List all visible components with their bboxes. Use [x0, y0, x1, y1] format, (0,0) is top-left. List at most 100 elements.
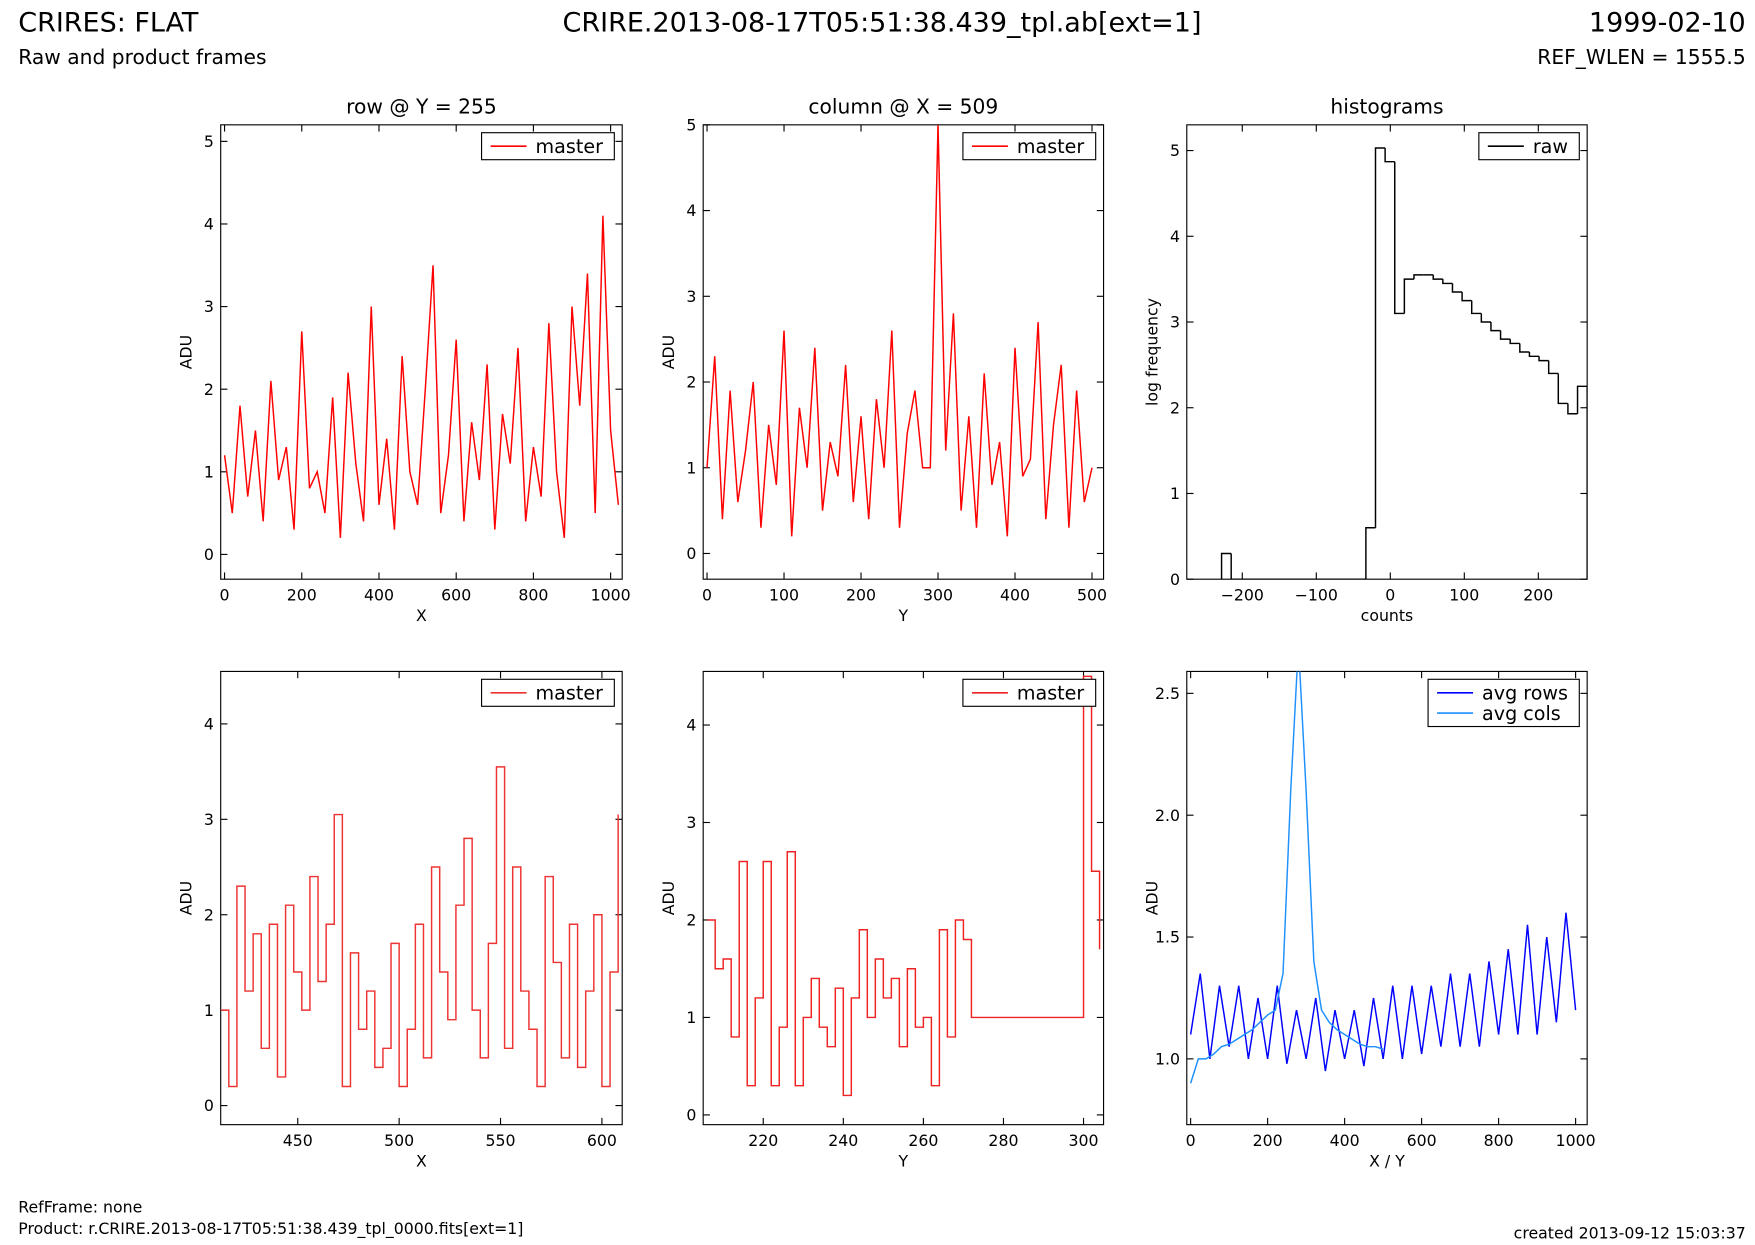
y-tick-label: 1	[686, 1008, 696, 1027]
histogram-bin	[1470, 300, 1482, 315]
histogram-bin	[1230, 553, 1241, 580]
product: Product: r.CRIRE.2013-08-17T05:51:38.439…	[18, 1219, 523, 1239]
y-tick-label: 3	[1170, 313, 1180, 332]
x-tick-label: 100	[1449, 586, 1479, 605]
y-tick-label: 5	[1170, 141, 1180, 160]
x-tick-label: 200	[1523, 586, 1553, 605]
histogram-bin	[1576, 385, 1588, 580]
y-tick-label: 2	[204, 905, 214, 924]
histogram-bin	[1374, 147, 1386, 528]
x-tick-label: 300	[1069, 1131, 1099, 1150]
y-tick-label: 4	[1170, 227, 1180, 246]
chart-panel: X ADU 450 500 550 600 0 1 2 3 4 master	[176, 670, 623, 1170]
y-tick-label: 2	[686, 911, 696, 930]
legend-label: master	[1017, 135, 1085, 158]
y-axis-label: ADU	[176, 881, 195, 915]
legend: master	[481, 132, 615, 161]
y-tick-label: 4	[204, 715, 214, 734]
chart-panel: column @ X = 509 Y ADU 0 100 200 300 400 500 0 1 2 3…	[659, 95, 1107, 625]
x-tick-label: 600	[587, 1131, 617, 1150]
y-tick-label: 4	[686, 201, 696, 220]
x-tick-label: 0	[1186, 1131, 1196, 1150]
plot-area	[223, 215, 620, 538]
x-tick-label: 500	[1077, 586, 1107, 605]
plot-area	[1220, 147, 1588, 580]
y-tick-label: 0	[686, 544, 696, 563]
legend-label: raw	[1533, 135, 1568, 158]
y-tick-label: 0	[204, 545, 214, 564]
plot-frame	[702, 124, 1105, 580]
x-axis-label: X	[416, 606, 427, 625]
histogram-bin	[1519, 343, 1530, 353]
created: created 2013-09-12 15:03:37	[1514, 1223, 1746, 1242]
x-tick-label: −200	[1221, 586, 1264, 605]
page-title: CRIRES: FLAT	[18, 7, 199, 38]
x-tick-label: 260	[908, 1131, 938, 1150]
x-tick-label: 220	[748, 1131, 778, 1150]
histogram-bin	[1538, 356, 1549, 362]
x-tick-label: 0	[1385, 586, 1395, 605]
y-axis-label: ADU	[659, 335, 678, 369]
y-tick-label: 2	[686, 373, 696, 392]
plot-frame	[220, 670, 623, 1126]
x-tick-label: 400	[1000, 586, 1030, 605]
file-name: CRIRE.2013-08-17T05:51:38.439_tpl.ab[ext…	[563, 7, 1202, 38]
x-tick-label: 600	[441, 586, 471, 605]
histogram-bin	[1442, 279, 1453, 285]
data-line	[1189, 671, 1384, 1084]
legend-label: master	[536, 135, 604, 158]
x-tick-label: 200	[846, 586, 876, 605]
ref-frame: RefFrame: none	[18, 1197, 142, 1216]
legend-box	[1427, 678, 1580, 728]
y-axis-label: ADU	[1143, 881, 1162, 915]
legend: raw	[1478, 132, 1580, 161]
y-tick-label: 4	[204, 215, 214, 234]
y-axis-label: ADU	[176, 335, 195, 369]
y-tick-label: 1	[686, 458, 696, 477]
histogram-bin	[1365, 527, 1376, 580]
x-tick-label: 200	[287, 586, 317, 605]
chart-title: column @ X = 509	[808, 95, 998, 119]
y-tick-label: 1	[1170, 484, 1180, 503]
histogram-bin	[1394, 161, 1405, 315]
x-axis-label: Y	[898, 606, 909, 625]
y-tick-label: 0	[686, 1106, 696, 1125]
histogram-bin	[1451, 283, 1463, 293]
x-tick-label: −100	[1295, 586, 1338, 605]
y-tick-label: 3	[686, 813, 696, 832]
y-tick-label: 5	[686, 115, 696, 134]
legend-label: avg cols	[1482, 702, 1561, 725]
chart-panel: Y ADU 220 240 260 280 300 0 1 2 3 4 master	[659, 670, 1105, 1170]
y-tick-label: 1.0	[1155, 1049, 1180, 1068]
x-tick-label: 100	[769, 586, 799, 605]
plot-frame	[1186, 670, 1588, 1126]
y-tick-label: 1	[204, 462, 214, 481]
legend-label: master	[1017, 682, 1085, 705]
histogram-bin	[1490, 322, 1501, 332]
y-tick-label: 0	[204, 1096, 214, 1115]
histogram-bin	[1557, 373, 1568, 405]
y-tick-label: 2.0	[1155, 806, 1180, 825]
data-line	[223, 215, 620, 538]
histogram-bin	[1413, 274, 1424, 280]
x-tick-label: 280	[988, 1131, 1018, 1150]
x-tick-label: 400	[1330, 1131, 1360, 1150]
y-tick-label: 2	[204, 380, 214, 399]
x-axis-label: Y	[898, 1151, 909, 1170]
y-tick-label: 3	[686, 287, 696, 306]
x-tick-label: 1000	[1556, 1131, 1596, 1150]
legend-label: avg rows	[1482, 682, 1568, 705]
x-axis-label: counts	[1361, 606, 1414, 625]
x-tick-label: 600	[1407, 1131, 1437, 1150]
x-axis-label: X	[416, 1151, 427, 1170]
histogram-bin	[1384, 147, 1395, 163]
data-line	[220, 766, 619, 1088]
x-tick-label: 400	[364, 586, 394, 605]
chart-title: row @ Y = 255	[346, 95, 497, 119]
histogram-bin	[1480, 313, 1491, 323]
y-tick-label: 1	[204, 1001, 214, 1020]
ref-wlen: REF_WLEN = 1555.5	[1537, 45, 1745, 69]
